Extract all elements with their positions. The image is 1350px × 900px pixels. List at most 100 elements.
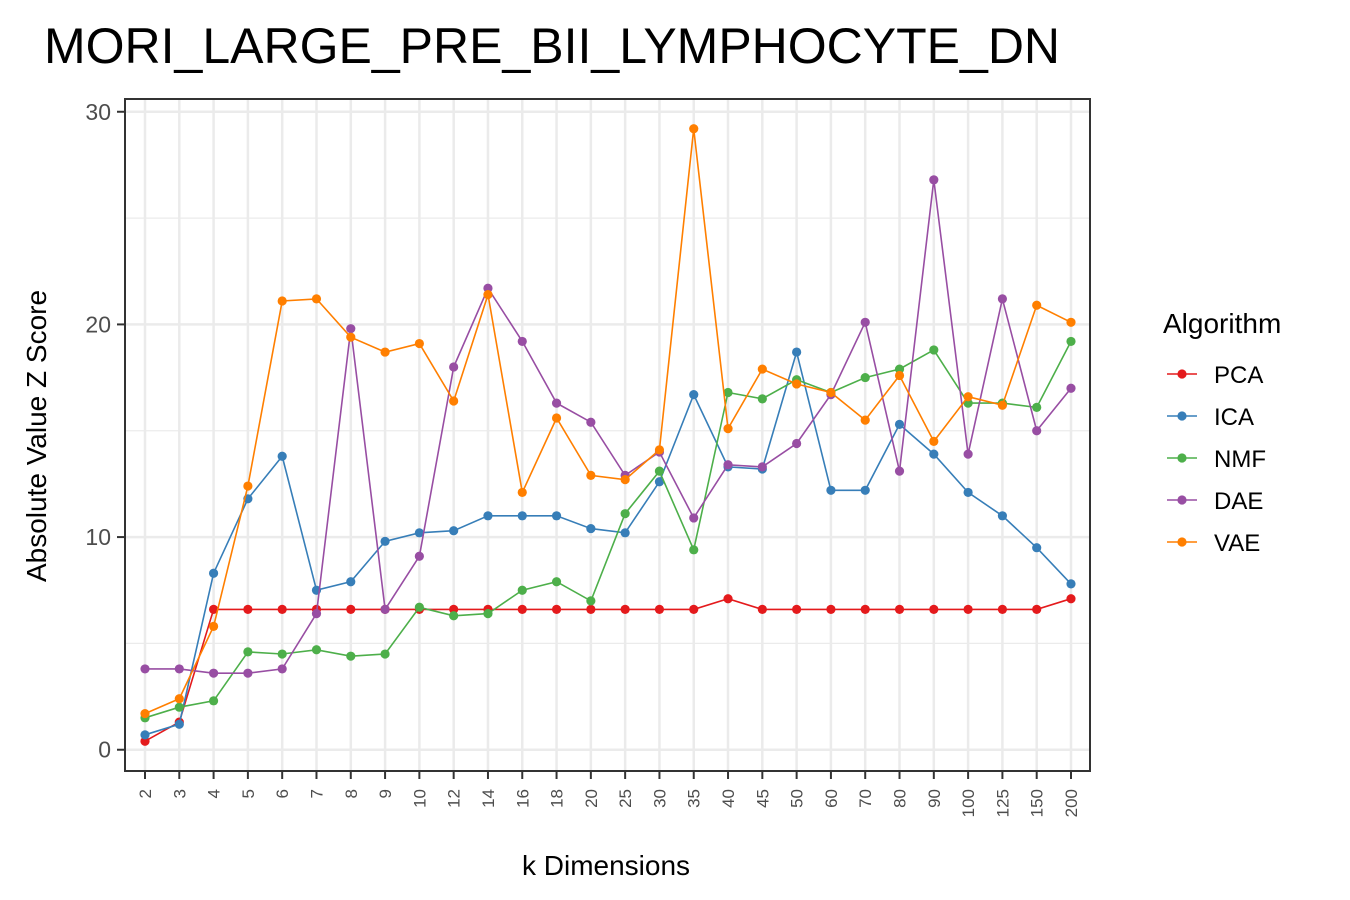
series-line (144, 597, 1072, 742)
data-point (380, 536, 390, 546)
data-point (346, 604, 356, 614)
data-point (757, 604, 767, 614)
data-point (929, 345, 939, 355)
data-point (826, 485, 836, 495)
data-point (929, 449, 939, 459)
data-point (311, 294, 322, 304)
x-tick-label: 125 (993, 789, 1012, 817)
x-tick-label: 9 (376, 789, 395, 798)
data-point (414, 551, 424, 561)
legend-label: ICA (1214, 404, 1254, 431)
data-point (174, 664, 184, 674)
data-point (620, 475, 630, 485)
data-point (346, 332, 356, 342)
data-point (517, 604, 527, 614)
data-point (997, 604, 1008, 614)
data-point (689, 389, 699, 400)
data-point (346, 324, 356, 334)
data-point (894, 604, 905, 614)
data-point (860, 415, 870, 425)
data-point (620, 604, 630, 614)
data-point (243, 604, 253, 614)
data-point (174, 719, 184, 729)
data-point (1066, 336, 1076, 347)
series-line (145, 179, 1072, 675)
data-point (208, 604, 219, 614)
data-point (551, 398, 562, 408)
series-line (144, 128, 1072, 715)
data-point (689, 513, 699, 523)
data-point (963, 449, 973, 459)
legend-label: VAE (1214, 530, 1260, 557)
data-point (311, 609, 322, 619)
data-point (1032, 604, 1042, 614)
data-point (620, 509, 630, 519)
x-tick-label: 8 (342, 789, 361, 798)
data-point (243, 647, 253, 657)
data-point (483, 283, 493, 293)
series-line (144, 349, 1072, 736)
x-axis: 2 3 4 5 6 7 8 9 10 12 14 16 18 20 25 30 35 40 45 50 60 70 80 90… (136, 771, 1081, 817)
data-point (860, 372, 870, 383)
x-tick-label: 200 (1062, 789, 1081, 817)
data-point (654, 445, 665, 455)
data-point (963, 487, 973, 498)
data-point (757, 462, 767, 472)
data-point (586, 596, 596, 606)
data-point (277, 451, 287, 461)
data-point (311, 645, 322, 655)
y-axis-label: Absolute Value Z Score (21, 290, 52, 582)
x-tick-label: 60 (822, 789, 841, 808)
data-point (483, 290, 493, 300)
data-point (1032, 543, 1042, 553)
data-point (551, 604, 562, 614)
data-point (140, 730, 150, 740)
data-point (277, 649, 287, 659)
data-point (894, 466, 905, 476)
legend-key-point (1177, 369, 1187, 379)
data-point (174, 702, 184, 712)
data-point (1032, 300, 1042, 310)
x-tick-label: 14 (479, 789, 498, 808)
legend: Algorithm PCA ICA NMF DAE VAE (1163, 308, 1281, 557)
series-ica (140, 347, 1076, 740)
data-point (1032, 426, 1042, 436)
series-nmf (140, 336, 1076, 723)
data-point (689, 545, 699, 555)
x-tick-label: 80 (891, 789, 910, 808)
data-point (860, 604, 870, 614)
x-tick-label: 90 (925, 789, 944, 808)
data-point (586, 523, 596, 534)
data-point (757, 364, 767, 374)
x-axis-label: k Dimensions (522, 850, 690, 881)
x-tick-label: 4 (205, 789, 224, 798)
data-point (414, 338, 424, 349)
legend-key-point (1177, 411, 1187, 421)
legend-key-point (1177, 495, 1187, 505)
data-point (449, 526, 459, 536)
legend-item-nmf: NMF (1167, 446, 1266, 473)
data-point (586, 470, 596, 481)
data-point (894, 364, 905, 374)
data-point (380, 604, 390, 614)
x-tick-label: 40 (719, 789, 738, 808)
data-point (654, 604, 665, 614)
x-tick-label: 2 (136, 789, 155, 798)
data-point (140, 736, 150, 746)
data-point (483, 511, 493, 521)
data-point (208, 568, 219, 578)
x-tick-label: 100 (959, 789, 978, 817)
data-point (929, 604, 939, 614)
legend-label: PCA (1214, 362, 1263, 389)
data-point (894, 370, 905, 381)
data-point (517, 487, 527, 498)
data-point (380, 347, 390, 357)
data-point (689, 124, 699, 134)
data-point (346, 577, 356, 587)
legend-key-point (1177, 537, 1187, 547)
data-point (792, 379, 802, 389)
x-tick-label: 25 (616, 789, 635, 808)
data-point (792, 604, 802, 614)
x-tick-label: 18 (548, 789, 567, 808)
legend-item-vae: VAE (1167, 530, 1260, 557)
